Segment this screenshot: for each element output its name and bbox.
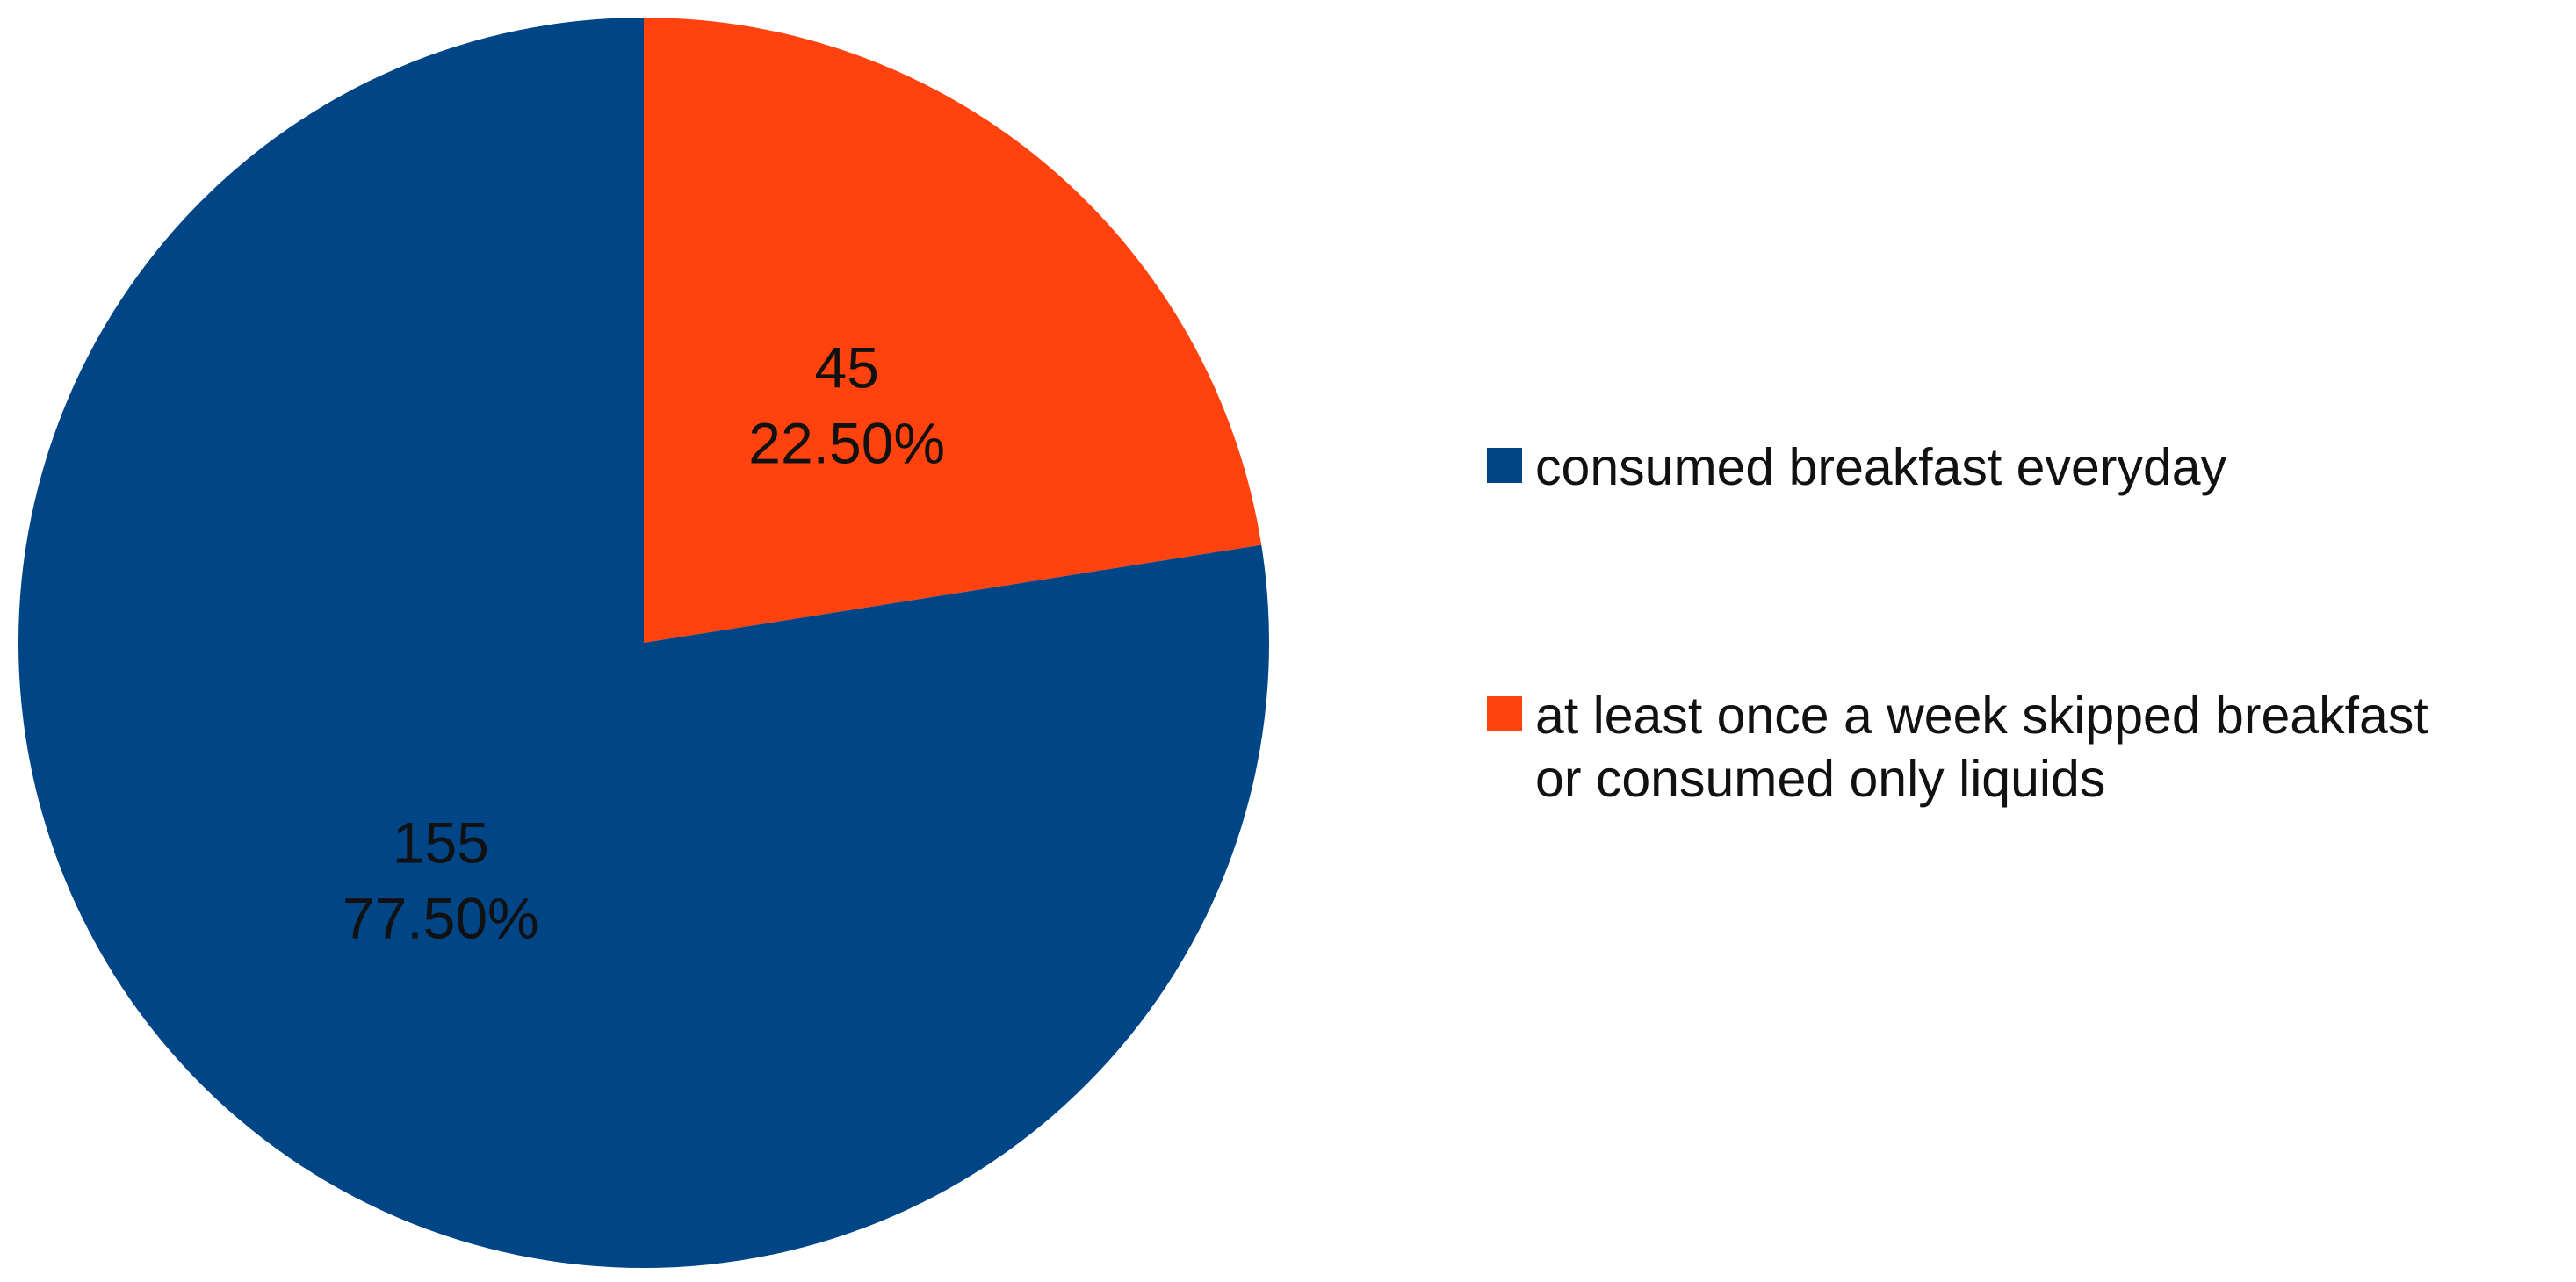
legend-label: at least once a week skipped breakfast: [1535, 687, 2428, 745]
legend-entry: at least once a week skipped breakfastor…: [1487, 687, 2428, 808]
legend-swatch: [1487, 448, 1522, 483]
pie-slice-skipped: [644, 18, 1262, 643]
data-label-everyday: 155 77.50%: [343, 810, 539, 951]
legend-swatch: [1487, 696, 1522, 731]
legend-label: or consumed only liquids: [1535, 750, 2105, 808]
data-label-value: 155: [393, 810, 489, 875]
data-label-percent: 77.50%: [343, 886, 539, 951]
legend-entry: consumed breakfast everyday: [1487, 438, 2227, 496]
data-label-value: 45: [814, 335, 878, 400]
pie-slice-everyday: [18, 18, 1269, 1268]
chart-legend: consumed breakfast everyday at least once…: [1487, 438, 2428, 808]
legend-label: consumed breakfast everyday: [1535, 438, 2227, 496]
pie-slices: [18, 18, 1269, 1268]
data-label-skipped: 45 22.50%: [748, 335, 945, 475]
data-label-percent: 22.50%: [748, 410, 945, 475]
pie-data-labels: 45 22.50% 155 77.50%: [343, 335, 945, 950]
